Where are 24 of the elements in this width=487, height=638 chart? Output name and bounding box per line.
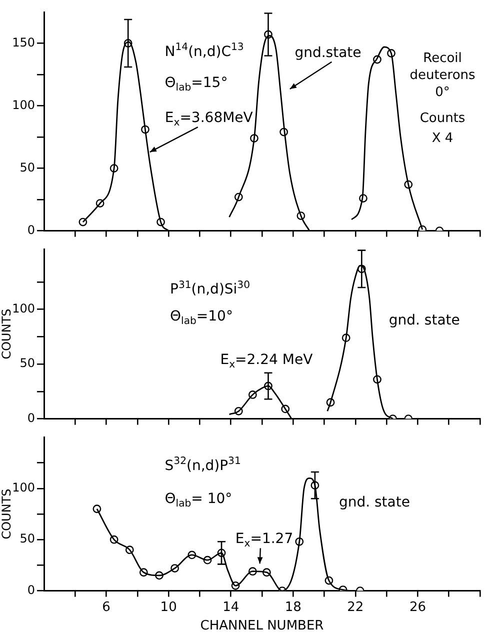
x-tick-label: 18 [284,600,302,615]
annotation: gnd.state [294,44,362,61]
y-axis-title: COUNTS [0,308,14,360]
y-tick-label: 0 [27,222,35,237]
y-tick-label: 100 [12,302,35,316]
x-tick-label: 22 [347,600,364,615]
y-tick-label: 50 [20,532,35,546]
x-tick-label: 26 [409,600,426,615]
annotation: Recoil deuterons 0° [410,50,476,100]
y-tick-label: 100 [12,480,35,495]
y-tick-label: 50 [20,160,35,174]
y-tick-label: 0 [27,582,35,597]
y-tick-label: 150 [12,35,35,50]
y-tick-label: 50 [20,356,35,370]
x-axis-title: CHANNEL NUMBER [200,618,324,634]
annotation: gnd. state [388,312,460,329]
x-tick-label: 6 [102,600,110,615]
x-tick-label: 10 [160,600,177,615]
y-axis-title: COUNTS [0,488,14,540]
annotation: Counts X 4 [420,110,466,146]
annotation: gnd. state [338,494,410,510]
x-tick-label: 14 [222,600,240,615]
y-tick-label: 100 [12,98,35,112]
y-tick-label: 0 [27,410,35,425]
